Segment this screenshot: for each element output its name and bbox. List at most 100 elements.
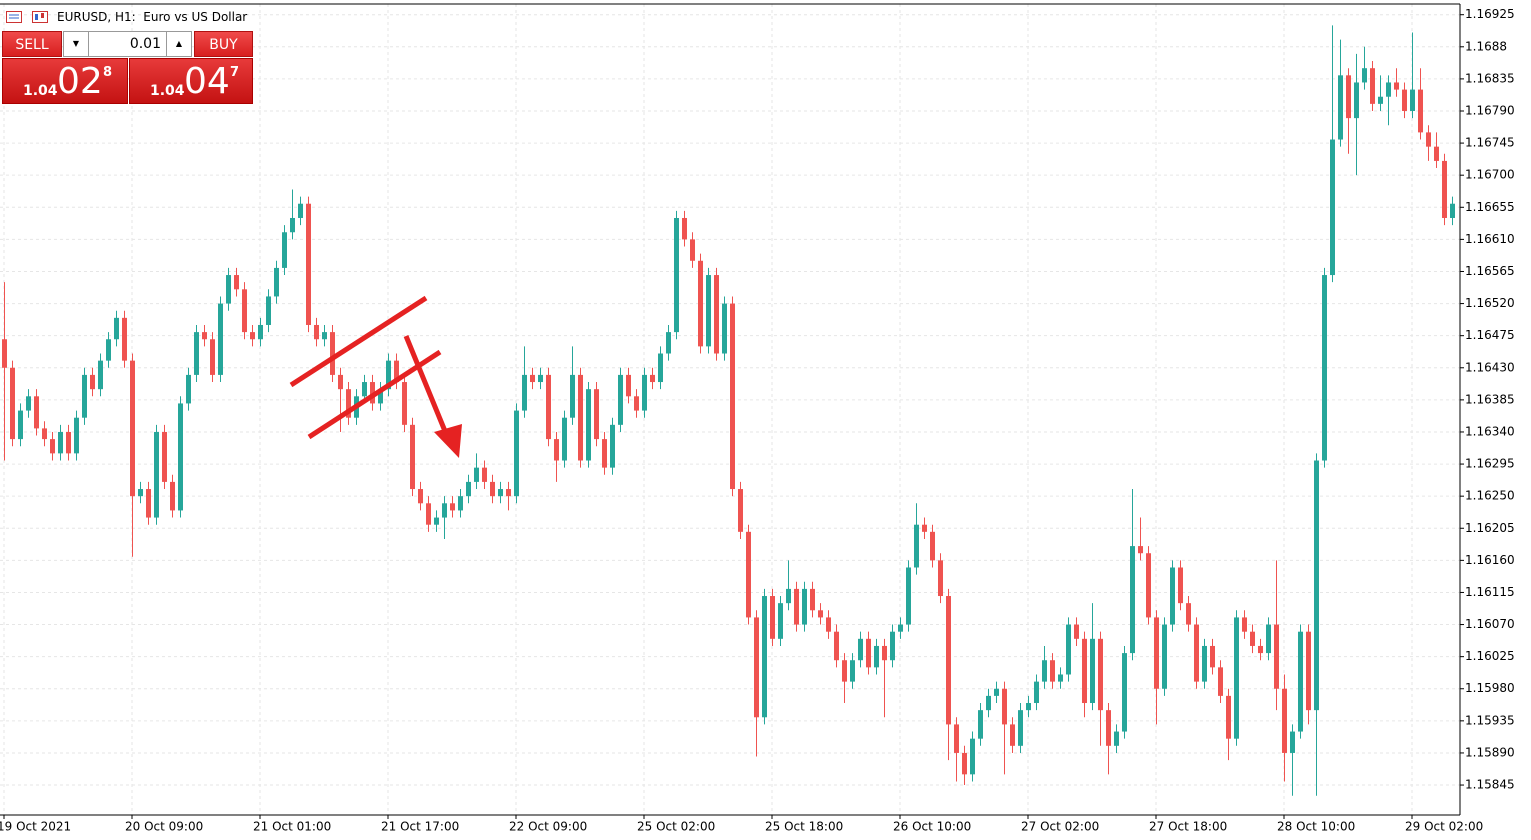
candle-body <box>34 396 39 429</box>
lot-decrease[interactable]: ▼ <box>64 32 89 56</box>
candle-body <box>802 588 807 625</box>
candle-body <box>594 389 599 440</box>
candle-body <box>82 374 87 418</box>
y-tick-label: 1.16565 <box>1465 264 1515 278</box>
candle-body <box>690 239 695 261</box>
candle-body <box>818 610 823 618</box>
x-tick-label: 25 Oct 02:00 <box>637 820 715 834</box>
candle-body <box>866 638 871 668</box>
candle-body <box>1426 132 1431 147</box>
candle-body <box>1386 82 1391 97</box>
x-tick-label: 27 Oct 02:00 <box>1021 820 1099 834</box>
candle-body <box>106 339 111 361</box>
channel-line <box>289 295 428 388</box>
candle-body <box>1370 68 1375 104</box>
candle-body <box>706 275 711 347</box>
buy-button[interactable]: BUY <box>194 31 253 57</box>
x-tick-label: 28 Oct 10:00 <box>1277 820 1355 834</box>
candle-body <box>1090 638 1095 704</box>
candle-body <box>42 428 47 440</box>
candle-body <box>114 317 119 340</box>
candle-body <box>282 232 287 268</box>
candle-body <box>74 417 79 454</box>
candle-body <box>1314 460 1319 711</box>
candle-body <box>1330 139 1335 276</box>
y-tick-label: 1.16295 <box>1465 457 1515 471</box>
candle-body <box>1042 660 1047 682</box>
lot-input[interactable]: ▼ 0.01 ▲ <box>63 31 192 57</box>
candle-body <box>370 382 375 404</box>
candle-body <box>1162 624 1167 689</box>
fraction: 8 <box>103 65 113 80</box>
candle-body <box>634 396 639 411</box>
icon-bar <box>35 14 38 20</box>
candle-body <box>394 360 399 383</box>
candle-body <box>522 374 527 411</box>
candle-body <box>562 417 567 461</box>
candle-body <box>322 332 327 340</box>
big-figure: 1.04 <box>23 83 58 99</box>
candle-body <box>346 389 351 418</box>
candle-body <box>842 660 847 682</box>
candle-body <box>1122 653 1127 732</box>
candle-body <box>1410 89 1415 111</box>
candle-body <box>138 489 143 497</box>
y-tick-label: 1.16385 <box>1465 392 1515 406</box>
ask-price[interactable]: 1.04 04 7 <box>129 58 253 104</box>
candle-body <box>714 275 719 354</box>
candle-body <box>1170 567 1175 625</box>
candle-body <box>1202 645 1207 682</box>
y-tick-label: 1.15890 <box>1465 745 1515 759</box>
candle-body <box>1098 638 1103 711</box>
candle-body <box>1274 624 1279 689</box>
axis-labels: 1.16925 1.1688 1.16835 1.16790 1.16745 1.1670… <box>0 7 1515 833</box>
candle-body <box>258 324 263 340</box>
candle-body <box>610 424 615 468</box>
candle-body <box>1434 146 1439 161</box>
lot-increase[interactable]: ▲ <box>166 32 191 56</box>
candle-body <box>194 332 199 375</box>
candle-body <box>290 217 295 233</box>
one-click-panel: SELL ▼ 0.01 ▲ BUY 1.04 02 8 1.04 04 7 <box>0 30 254 105</box>
candle-body <box>306 203 311 325</box>
lot-value: 0.01 <box>129 36 161 52</box>
candle-body <box>410 424 415 490</box>
candle-body <box>1034 681 1039 704</box>
bid-price[interactable]: 1.04 02 8 <box>2 58 128 104</box>
candle-body <box>498 489 503 497</box>
candle-body <box>1338 75 1343 140</box>
candle-body <box>1346 75 1351 119</box>
x-tick-label: 22 Oct 09:00 <box>509 820 587 834</box>
y-tick-label: 1.16520 <box>1465 296 1515 310</box>
candle-body <box>994 688 999 696</box>
candle-body <box>698 260 703 347</box>
candle-body <box>578 374 583 461</box>
sell-button[interactable]: SELL <box>2 31 62 57</box>
candle-body <box>298 203 303 218</box>
candle-body <box>722 303 727 354</box>
candle-body <box>434 517 439 525</box>
y-tick-label: 1.16430 <box>1465 360 1515 374</box>
candle-body <box>874 645 879 668</box>
candle-body <box>914 524 919 568</box>
candle-body <box>1186 603 1191 625</box>
pips: 04 <box>184 61 230 102</box>
pips: 02 <box>57 61 103 102</box>
candle-body <box>1442 160 1447 218</box>
candle-body <box>770 596 775 639</box>
candle-body <box>130 360 135 497</box>
candle-body <box>570 374 575 418</box>
candle-body <box>162 431 167 482</box>
candle-body <box>650 374 655 383</box>
icon <box>32 11 48 23</box>
candle-body <box>930 531 935 561</box>
candle-body <box>474 467 479 482</box>
candle-body <box>1026 703 1031 711</box>
candle-body <box>218 303 223 375</box>
candle-body <box>226 275 231 304</box>
candle-body <box>242 289 247 333</box>
x-tick-label: 20 Oct 09:00 <box>125 820 203 834</box>
y-tick-label: 1.16475 <box>1465 328 1515 342</box>
fraction: 7 <box>230 65 240 80</box>
